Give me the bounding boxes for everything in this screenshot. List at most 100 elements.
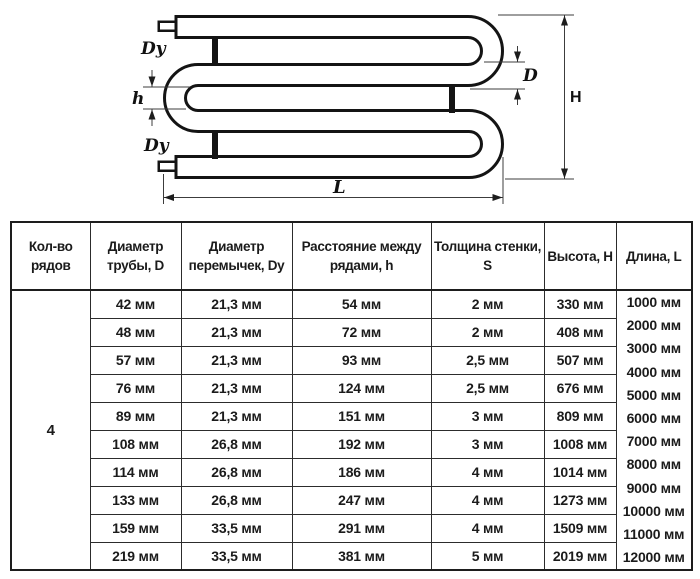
- header-wall-thickness: Толщина стенки, S: [430, 221, 545, 291]
- table-row: 4 42 мм 21,3 мм 54 мм 2 мм 330 мм 1000 мм 2000 …: [10, 289, 693, 571]
- table-cell: 72 мм: [291, 317, 432, 347]
- length-value: 3000 мм: [626, 340, 682, 357]
- table-cell: 21,3 мм: [180, 317, 293, 347]
- length-value: 6000 мм: [626, 410, 682, 427]
- table-cell: 21,3 мм: [180, 401, 293, 431]
- table-cell: 1273 мм: [543, 485, 617, 515]
- table-row: 57 мм 21,3 мм 93 мм 2,5 мм 507 мм: [11, 345, 692, 375]
- table-cell: 809 мм: [543, 401, 617, 431]
- table-cell: 2,5 мм: [430, 345, 545, 375]
- table-cell: 26,8 мм: [180, 485, 293, 515]
- length-value: 2000 мм: [626, 317, 682, 334]
- table-row: 159 мм 33,5 мм 291 мм 4 мм 1509 мм: [11, 513, 692, 543]
- table-row: 76 мм 21,3 мм 124 мм 2,5 мм 676 мм: [11, 373, 692, 403]
- table-cell: 291 мм: [291, 513, 432, 543]
- table-cell: 89 мм: [89, 401, 182, 431]
- table-cell: 21,3 мм: [180, 345, 293, 375]
- h-label: h: [132, 89, 144, 109]
- table-cell: 219 мм: [89, 541, 182, 571]
- table-cell: 108 мм: [89, 429, 182, 459]
- table-cell: 26,8 мм: [180, 457, 293, 487]
- table-row: 108 мм 26,8 мм 192 мм 3 мм 1008 мм: [11, 429, 692, 459]
- table-cell: 507 мм: [543, 345, 617, 375]
- length-value: 11000 мм: [623, 526, 685, 543]
- table-cell: 26,8 мм: [180, 429, 293, 459]
- spec-table: Кол-во рядов Диаметр трубы, D Диаметр пе…: [10, 221, 693, 572]
- header-length: Длина, L: [615, 221, 693, 291]
- table-cell: 48 мм: [89, 317, 182, 347]
- length-value: 7000 мм: [626, 433, 682, 450]
- table-cell: 21,3 мм: [180, 289, 293, 319]
- table-cell: 1014 мм: [543, 457, 617, 487]
- table-cell: 42 мм: [89, 289, 182, 319]
- table-cell: 4 мм: [430, 485, 545, 515]
- serpentine-pipe: [163, 14, 504, 179]
- dy-bottom-label: Dy: [143, 136, 170, 156]
- table-cell: 2 мм: [430, 317, 545, 347]
- table-cell: 330 мм: [543, 289, 617, 319]
- header-row-count: Кол-во рядов: [10, 221, 91, 291]
- table-cell: 33,5 мм: [180, 513, 293, 543]
- length-value: 12000 мм: [622, 549, 685, 566]
- table-cell: 151 мм: [291, 401, 432, 431]
- table-cell: 124 мм: [291, 373, 432, 403]
- length-value: 10000 мм: [622, 502, 685, 519]
- table-cell: 381 мм: [291, 541, 432, 571]
- height-label: H: [570, 89, 582, 106]
- table-cell: 676 мм: [543, 373, 617, 403]
- table-cell: 1509 мм: [543, 513, 617, 543]
- jumper-row2-row3: [449, 85, 455, 113]
- table-cell: 186 мм: [291, 457, 432, 487]
- length-value: 5000 мм: [626, 386, 682, 403]
- table-cell: 3 мм: [430, 429, 545, 459]
- row-count-cell: 4: [10, 289, 91, 571]
- table-row: 114 мм 26,8 мм 186 мм 4 мм 1014 мм: [11, 457, 692, 487]
- length-label: L: [332, 177, 346, 198]
- table-cell: 33,5 мм: [180, 541, 293, 571]
- header-pipe-diameter: Диаметр трубы, D: [89, 221, 182, 291]
- table-cell: 54 мм: [291, 289, 432, 319]
- table-cell: 57 мм: [89, 345, 182, 375]
- length-value: 9000 мм: [626, 479, 682, 496]
- length-values-cell: 1000 мм 2000 мм 3000 мм 4000 мм 5000 мм 6000 …: [615, 289, 693, 571]
- dy-top-label: Dy: [140, 39, 167, 59]
- spec-table-body: 4 42 мм 21,3 мм 54 мм 2 мм 330 мм 1000 мм 2000 …: [10, 289, 693, 571]
- register-diagram: Dy h Dy D H L: [132, 14, 582, 204]
- table-cell: 4 мм: [430, 457, 545, 487]
- header-jumper-diameter: Диаметр перемычек, Dy: [180, 221, 293, 291]
- table-cell: 408 мм: [543, 317, 617, 347]
- length-value: 8000 мм: [626, 456, 682, 473]
- table-cell: 93 мм: [291, 345, 432, 375]
- table-cell: 114 мм: [89, 457, 182, 487]
- header-height: Высота, H: [543, 221, 617, 291]
- table-cell: 1008 мм: [543, 429, 617, 459]
- header-row: Кол-во рядов Диаметр трубы, D Диаметр пе…: [10, 221, 693, 291]
- table-cell: 2,5 мм: [430, 373, 545, 403]
- length-value: 1000 мм: [626, 294, 682, 310]
- serpentine-pipe-bore: [166, 18, 501, 176]
- header-row-spacing: Расстояние между рядами, h: [291, 221, 432, 291]
- table-cell: 247 мм: [291, 485, 432, 515]
- table-row: 48 мм 21,3 мм 72 мм 2 мм 408 мм: [11, 317, 692, 347]
- outlet-stub-bore: [160, 163, 175, 170]
- table-cell: 192 мм: [291, 429, 432, 459]
- table-cell: 2 мм: [430, 289, 545, 319]
- table-cell: 3 мм: [430, 401, 545, 431]
- d-label: D: [522, 66, 538, 86]
- table-cell: 76 мм: [89, 373, 182, 403]
- jumper-row3-row4: [212, 131, 218, 159]
- table-cell: 5 мм: [430, 541, 545, 571]
- table-cell: 159 мм: [89, 513, 182, 543]
- inlet-stub-bore: [160, 23, 175, 30]
- table-row: 219 мм 33,5 мм 381 мм 5 мм 2019 мм: [11, 541, 692, 571]
- table-cell: 4 мм: [430, 513, 545, 543]
- jumper-row1-row2: [212, 37, 218, 65]
- table-row: 89 мм 21,3 мм 151 мм 3 мм 809 мм: [11, 401, 692, 431]
- length-value: 4000 мм: [626, 363, 682, 380]
- table-cell: 133 мм: [89, 485, 182, 515]
- table-cell: 2019 мм: [543, 541, 617, 571]
- table-row: 133 мм 26,8 мм 247 мм 4 мм 1273 мм: [11, 485, 692, 515]
- table-cell: 21,3 мм: [180, 373, 293, 403]
- spec-table-header: Кол-во рядов Диаметр трубы, D Диаметр пе…: [10, 221, 693, 291]
